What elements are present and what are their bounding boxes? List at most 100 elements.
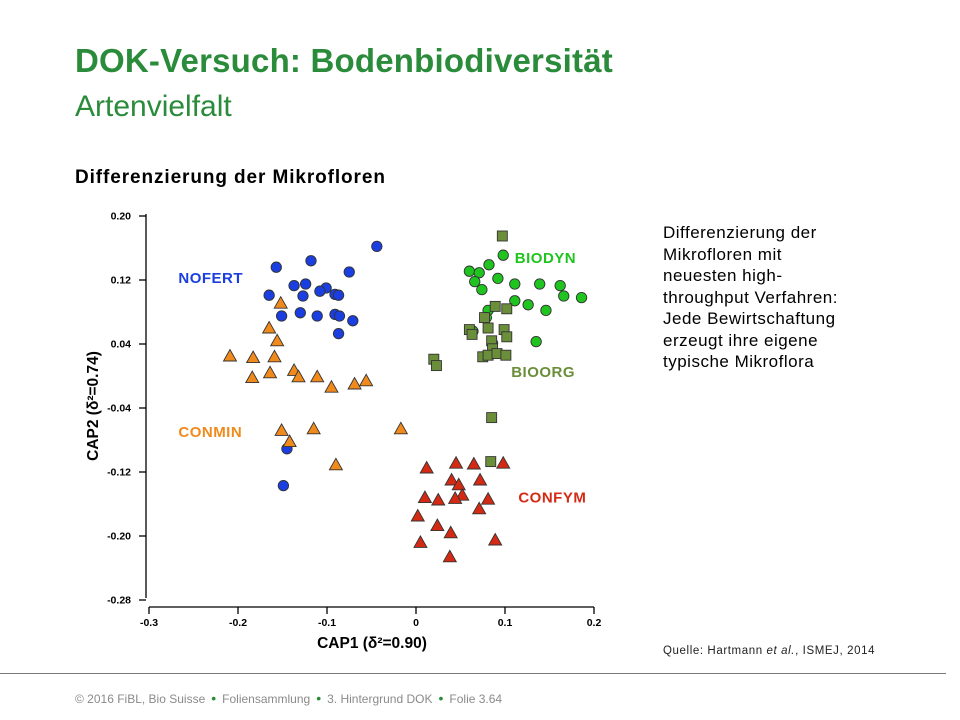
data-point	[466, 328, 478, 340]
data-point	[540, 304, 552, 317]
data-point	[333, 310, 346, 322]
data-point	[509, 278, 521, 290]
data-point	[343, 266, 355, 278]
scatter-chart: -0.3 -0.2 -0.1 0 0.1 0.2 0.20 0.12 0.04 -0.04 -0.…	[85, 211, 601, 653]
data-point	[469, 275, 481, 288]
source-citation: Quelle: Hartmann et al., ISMEJ, 2014	[663, 645, 875, 657]
data-point	[309, 369, 325, 383]
chart-axes	[145, 214, 594, 608]
x-tick-label: -0.2	[229, 617, 247, 629]
data-point	[500, 349, 512, 361]
y-tick-label: -0.12	[107, 467, 131, 479]
data-point	[306, 421, 321, 435]
data-point	[245, 350, 261, 364]
data-point	[442, 549, 458, 563]
data-point	[393, 421, 409, 435]
slide-title: DOK-Versuch: Bodenbiodiversität	[75, 42, 613, 79]
x-tick-label: 0.1	[498, 617, 513, 629]
bullet-icon: •	[211, 690, 217, 706]
series-nofert	[263, 240, 383, 492]
data-point	[575, 291, 588, 304]
data-point	[522, 299, 534, 311]
data-point	[489, 300, 501, 312]
y-tick-label: 0.12	[111, 275, 132, 287]
data-point	[288, 279, 300, 292]
data-points	[222, 230, 588, 563]
data-point	[476, 283, 488, 296]
data-point	[534, 278, 546, 290]
data-point	[261, 320, 277, 334]
data-point	[262, 365, 278, 379]
data-point	[485, 456, 497, 468]
data-point	[444, 472, 459, 486]
data-point	[267, 349, 282, 363]
data-point	[451, 477, 466, 491]
data-point	[558, 290, 570, 302]
data-point	[443, 525, 458, 539]
data-point	[480, 491, 496, 505]
group-label-bioorg: BIOORG	[511, 364, 575, 381]
data-point	[483, 259, 495, 271]
data-point	[431, 360, 442, 372]
section-heading: Differenzierung der Mikrofloren	[75, 167, 386, 188]
y-tick-label: -0.20	[107, 531, 131, 543]
footer-chapter: 3. Hintergrund DOK	[327, 692, 433, 706]
footer-divider	[0, 673, 946, 674]
description-line: Mikrofloren mit	[663, 244, 782, 264]
data-point	[530, 335, 542, 348]
data-point	[358, 373, 374, 387]
group-labels: NOFERT BIODYN BIOORG CONMIN CONFYM	[178, 250, 585, 506]
data-point	[222, 348, 238, 362]
group-label-nofert: NOFERT	[178, 270, 243, 287]
data-point	[270, 261, 282, 273]
description-line: erzeugt ihre eigene	[663, 330, 819, 350]
data-point	[324, 379, 339, 393]
series-bioorg	[428, 230, 513, 468]
data-point	[305, 255, 317, 267]
data-point	[495, 455, 511, 469]
data-point	[371, 240, 383, 253]
footer-collection: Foliensammlung	[222, 692, 311, 706]
data-point	[269, 333, 285, 347]
series-conmin	[222, 295, 409, 471]
data-point	[455, 487, 470, 501]
data-point	[501, 303, 513, 315]
source-suffix: , ISMEJ, 2014	[795, 645, 876, 657]
data-point	[274, 422, 289, 436]
data-point	[314, 285, 326, 297]
x-tick-label: -0.1	[318, 617, 336, 629]
data-point	[492, 272, 504, 285]
group-label-biodyn: BIODYN	[515, 250, 576, 267]
data-point	[328, 457, 344, 471]
y-tick-label: 0.04	[111, 339, 132, 351]
footer-slide-number: Folie 3.64	[449, 692, 503, 706]
description-line: Jede Bewirtschaftung	[663, 309, 836, 328]
source-prefix: Quelle: Hartmann	[663, 645, 767, 657]
data-point	[471, 501, 487, 515]
data-point	[496, 230, 508, 242]
description-text: Differenzierung der Mikrofloren mit neue…	[663, 222, 903, 373]
slide-subtitle: Artenvielfalt	[75, 90, 232, 123]
data-point	[413, 534, 428, 548]
data-point	[430, 492, 446, 506]
data-point	[244, 370, 260, 384]
data-point	[263, 289, 275, 301]
description-line: typische Mikroflora	[663, 352, 815, 371]
data-point	[486, 412, 498, 424]
data-point	[472, 472, 488, 486]
data-point	[291, 369, 306, 383]
data-point	[273, 295, 288, 309]
x-tick-label: 0	[413, 617, 419, 629]
x-ticks: -0.3 -0.2 -0.1 0 0.1 0.2	[140, 607, 601, 629]
source-italic: et al.	[766, 645, 796, 657]
data-point	[554, 279, 566, 292]
data-point	[294, 307, 306, 319]
data-point	[497, 249, 509, 261]
x-tick-label: 0.2	[587, 617, 602, 629]
description-line: neuesten high-	[663, 266, 783, 285]
y-tick-label: -0.04	[107, 403, 131, 415]
x-axis-label: CAP1 (δ²=0.90)	[317, 635, 427, 652]
data-point	[297, 290, 309, 302]
data-point	[347, 315, 359, 327]
data-point	[277, 479, 290, 492]
